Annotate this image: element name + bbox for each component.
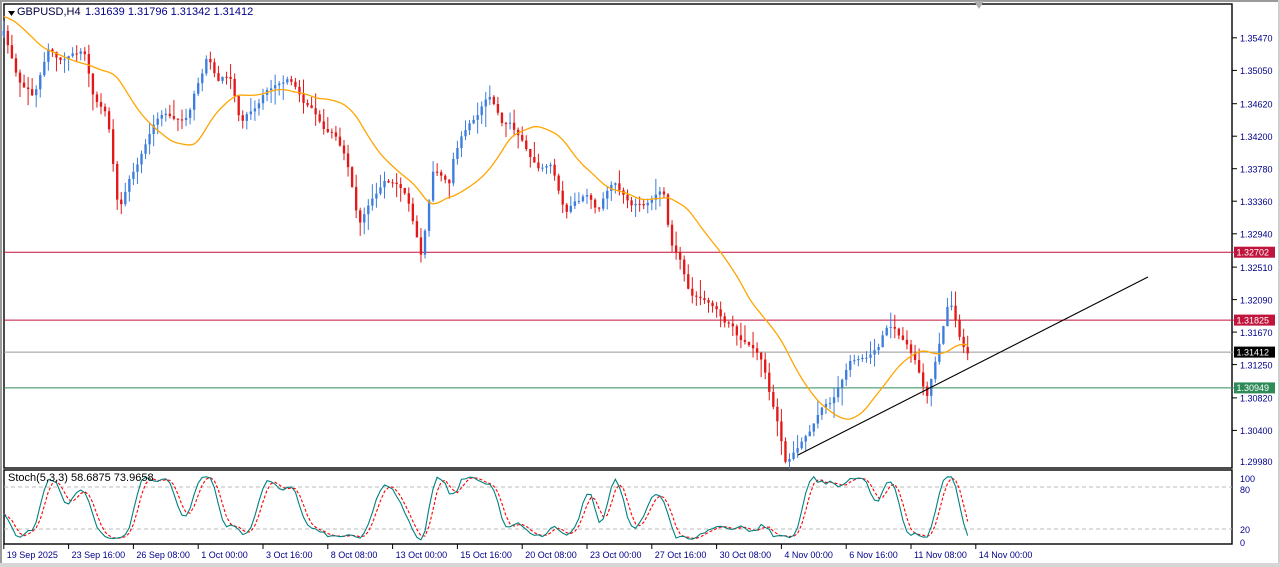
svg-text:3 Oct 16:00: 3 Oct 16:00: [266, 550, 313, 560]
svg-text:1.31412: 1.31412: [1237, 347, 1270, 357]
svg-text:23 Sep 16:00: 23 Sep 16:00: [72, 550, 126, 560]
svg-text:1.32090: 1.32090: [1240, 295, 1273, 305]
svg-text:1.30949: 1.30949: [1237, 383, 1270, 393]
svg-text:19 Sep 2025: 19 Sep 2025: [7, 550, 58, 560]
svg-text:1.31639 1.31796 1.31342 1.3141: 1.31639 1.31796 1.31342 1.31412: [85, 6, 253, 18]
svg-text:1.30400: 1.30400: [1240, 426, 1273, 436]
svg-text:1.29980: 1.29980: [1240, 457, 1273, 467]
svg-text:14 Nov 00:00: 14 Nov 00:00: [979, 550, 1033, 560]
svg-text:26 Sep 08:00: 26 Sep 08:00: [136, 550, 190, 560]
svg-text:0: 0: [1240, 538, 1245, 548]
svg-text:1.32702: 1.32702: [1237, 247, 1270, 257]
svg-text:6 Nov 16:00: 6 Nov 16:00: [849, 550, 898, 560]
svg-text:27 Oct 16:00: 27 Oct 16:00: [655, 550, 707, 560]
svg-text:Stoch(5,3,3) 58.6875 73.9658: Stoch(5,3,3) 58.6875 73.9658: [8, 472, 154, 484]
svg-text:1 Oct 00:00: 1 Oct 00:00: [201, 550, 248, 560]
svg-text:13 Oct 00:00: 13 Oct 00:00: [396, 550, 448, 560]
svg-text:15 Oct 16:00: 15 Oct 16:00: [460, 550, 512, 560]
svg-text:100: 100: [1240, 474, 1255, 484]
svg-text:1.31825: 1.31825: [1237, 315, 1270, 325]
svg-text:80: 80: [1240, 485, 1250, 495]
svg-text:11 Nov 08:00: 11 Nov 08:00: [914, 550, 967, 560]
svg-text:20: 20: [1240, 525, 1250, 535]
svg-text:1.34620: 1.34620: [1240, 100, 1273, 110]
svg-text:30 Oct 08:00: 30 Oct 08:00: [720, 550, 772, 560]
svg-text:4 Nov 00:00: 4 Nov 00:00: [784, 550, 833, 560]
svg-text:20 Oct 08:00: 20 Oct 08:00: [525, 550, 577, 560]
svg-text:1.34200: 1.34200: [1240, 132, 1273, 142]
svg-text:1.31670: 1.31670: [1240, 328, 1273, 338]
svg-text:23 Oct 00:00: 23 Oct 00:00: [590, 550, 642, 560]
svg-text:1.31250: 1.31250: [1240, 360, 1273, 370]
svg-text:1.32940: 1.32940: [1240, 230, 1273, 240]
svg-text:1.33360: 1.33360: [1240, 197, 1273, 207]
svg-text:1.32510: 1.32510: [1240, 263, 1273, 273]
svg-text:1.33780: 1.33780: [1240, 165, 1273, 175]
svg-text:GBPUSD,H4: GBPUSD,H4: [17, 6, 81, 18]
svg-text:8 Oct 08:00: 8 Oct 08:00: [331, 550, 378, 560]
svg-text:1.30820: 1.30820: [1240, 394, 1273, 404]
svg-text:1.35470: 1.35470: [1240, 34, 1273, 44]
svg-text:1.35050: 1.35050: [1240, 66, 1273, 76]
